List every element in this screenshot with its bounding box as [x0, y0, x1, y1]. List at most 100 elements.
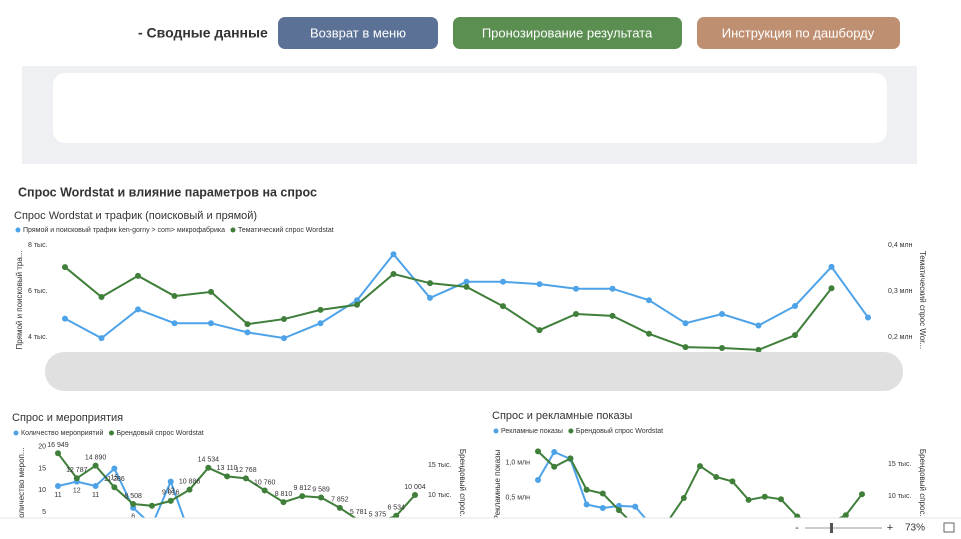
point [792, 332, 798, 339]
point [682, 320, 689, 327]
y-axis-title: Рекламные показы [493, 449, 502, 520]
legend-label: Рекламные показы [501, 428, 563, 435]
point [697, 463, 703, 470]
point [859, 491, 865, 498]
zoom-thumb[interactable] [830, 523, 833, 533]
point [551, 463, 558, 470]
point [567, 455, 574, 462]
data-label: 14 890 [85, 455, 107, 462]
legend-dot [230, 227, 236, 233]
point [135, 272, 141, 279]
button-bg [697, 17, 900, 49]
point [609, 312, 616, 319]
button-label: Инструкция по дашборду [722, 25, 875, 40]
series-line [64, 252, 869, 340]
data-label: 12 787 [66, 467, 88, 474]
data-label: 9 016 [162, 490, 180, 497]
zoom-out[interactable]: - [795, 522, 799, 534]
tick-label: 8 тыс. [28, 242, 48, 249]
tick-label: 1,0 млн [506, 459, 531, 466]
point [755, 346, 762, 353]
chart-title: Спрос и мероприятия [12, 412, 123, 424]
point [336, 504, 343, 511]
point [646, 330, 652, 337]
point [354, 297, 360, 304]
point [98, 293, 105, 300]
overlay [45, 352, 903, 391]
zoom-level: 73% [905, 523, 925, 534]
menu-button[interactable]: Возврат в меню [278, 17, 438, 49]
point [224, 473, 231, 480]
point [778, 496, 784, 503]
point [646, 297, 652, 304]
zoom-in[interactable]: + [887, 522, 893, 534]
legend-label: Тематический спрос Wordstat [238, 226, 334, 234]
forecast-button[interactable]: Пронозирование результата [453, 17, 682, 49]
data-label: 6 [131, 514, 135, 521]
data-label: 10 886 [179, 479, 201, 486]
legend-dot [568, 428, 574, 434]
point [186, 486, 193, 493]
status-bar: - + 73% [0, 517, 961, 539]
tick-label: 15 [38, 465, 46, 472]
legend-dot [15, 227, 21, 233]
point [719, 345, 725, 352]
data-label: 12 [167, 487, 175, 494]
data-label: 10 760 [254, 479, 276, 486]
tick-label: 10 тыс. [428, 492, 451, 499]
tick-label: 0,5 млн [506, 494, 531, 501]
data-label: 12 768 [235, 467, 257, 474]
point [111, 484, 118, 491]
section-title: Спрос Wordstat и влияние параметров на с… [18, 185, 317, 199]
page-title: - Сводные данные [138, 25, 268, 41]
series-line [537, 450, 653, 527]
point [535, 448, 541, 455]
tick-label: 20 [38, 444, 46, 451]
point [427, 294, 433, 301]
y-axis-title: Прямой и поисковый тра... [15, 251, 24, 350]
point [535, 477, 541, 483]
point [62, 315, 68, 322]
point [208, 288, 214, 295]
data-label: 16 949 [47, 442, 69, 449]
data-label: 11 [92, 492, 99, 499]
point [755, 322, 762, 329]
point [583, 501, 590, 508]
chart-title: Спрос Wordstat и трафик (поисковый и пря… [14, 210, 257, 222]
point [719, 311, 725, 317]
tick-label: 10 тыс. [888, 493, 911, 500]
y2-axis-title: Тематический спрос Wor... [918, 251, 927, 349]
point [73, 475, 80, 482]
point [111, 465, 118, 472]
point [318, 494, 325, 501]
point [55, 450, 61, 457]
point [713, 473, 720, 480]
status-bg [0, 518, 961, 539]
point [317, 320, 324, 327]
point [390, 270, 397, 277]
tick-label: 0,4 млн [888, 242, 913, 249]
point [682, 344, 689, 351]
data-label: 8 508 [124, 493, 142, 500]
y2-axis-title: Брендовый спрос... [458, 449, 467, 521]
point [865, 314, 871, 321]
tick-label: 15 тыс. [428, 462, 451, 469]
point [761, 493, 768, 500]
data-label: 13 110 [217, 465, 238, 472]
point [583, 486, 590, 493]
point [393, 512, 400, 519]
data-label: 9 589 [312, 486, 330, 493]
fit-icon[interactable] [943, 522, 955, 533]
point [632, 503, 639, 510]
point [135, 306, 141, 313]
point [148, 502, 155, 509]
point [828, 263, 835, 270]
data-label: 14 534 [198, 457, 220, 464]
legend-label: Прямой и поисковый трафик ken-gorny > co… [23, 226, 225, 234]
guide-button[interactable]: Инструкция по дашборду [697, 17, 900, 49]
point [729, 478, 736, 485]
data-label: 9 812 [293, 485, 311, 492]
legend-label: Брендовый спрос Wordstat [576, 427, 663, 435]
point [244, 329, 251, 336]
button-bg [453, 17, 682, 49]
